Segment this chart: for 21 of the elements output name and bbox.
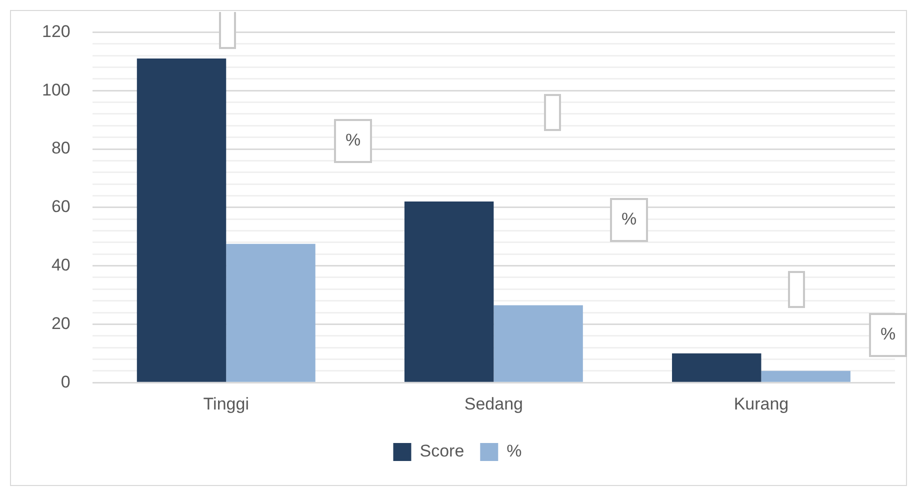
y-tick-label: 0 — [60, 372, 70, 392]
bar — [672, 353, 762, 382]
y-tick-label: 100 — [42, 80, 70, 100]
annotation: % — [880, 324, 896, 344]
x-tick-label: Kurang — [734, 394, 789, 414]
x-tick-label: Tinggi — [203, 394, 249, 414]
y-tick-label: 60 — [51, 197, 70, 216]
annotation: % — [621, 210, 637, 229]
bar — [226, 244, 316, 382]
bar — [494, 305, 583, 382]
y-tick-label: 40 — [51, 255, 70, 274]
y-tick-label: 80 — [51, 138, 70, 158]
y-tick-label: 120 — [42, 22, 70, 41]
bar — [136, 58, 226, 382]
legend-label: Score — [420, 442, 464, 461]
legend-label: % — [506, 442, 522, 461]
bar — [404, 202, 494, 382]
y-tick-label: 20 — [51, 314, 70, 333]
x-tick-label: Sedang — [464, 394, 523, 414]
annotation: % — [345, 130, 361, 150]
bar — [761, 370, 850, 382]
